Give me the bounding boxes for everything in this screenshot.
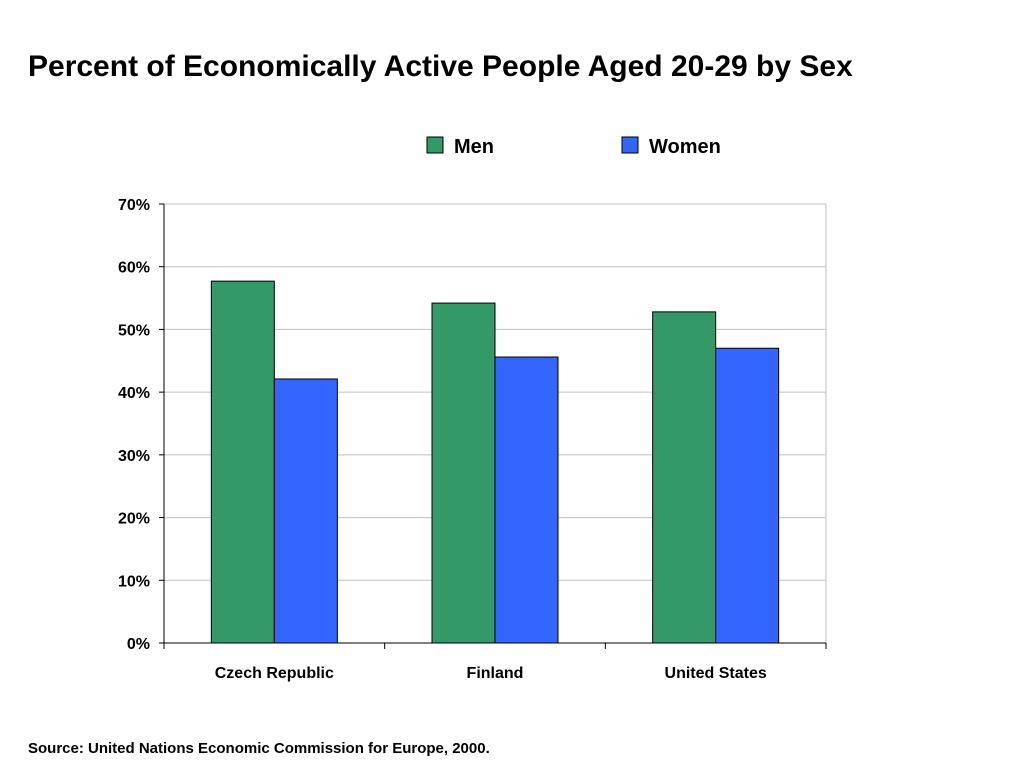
- bar-men-united-states: [652, 311, 717, 644]
- y-tick-label: 70%: [118, 197, 150, 214]
- legend-swatch-women: [621, 136, 639, 154]
- y-tick-label: 20%: [118, 511, 150, 528]
- y-tick-label: 10%: [118, 573, 150, 590]
- y-tick-label: 0%: [127, 636, 150, 653]
- y-tick-label: 40%: [118, 385, 150, 402]
- x-tick-label: Czech Republic: [215, 665, 334, 682]
- bar-men-czech-republic: [210, 280, 275, 644]
- legend-label-women: Women: [649, 136, 721, 158]
- source-note: Source: United Nations Economic Commissi…: [28, 740, 490, 757]
- legend-swatch-men: [426, 136, 444, 154]
- y-tick-label: 50%: [118, 322, 150, 339]
- bar-women-united-states: [715, 347, 780, 644]
- bar-women-czech-republic: [273, 378, 338, 644]
- x-tick-label: Finland: [467, 665, 524, 682]
- bar-women-finland: [494, 356, 559, 644]
- y-tick-label: 60%: [118, 260, 150, 277]
- x-tick-label: United States: [665, 665, 767, 682]
- bar-men-finland: [431, 302, 496, 644]
- legend-label-men: Men: [454, 136, 494, 158]
- y-tick-label: 30%: [118, 448, 150, 465]
- chart-title: Percent of Economically Active People Ag…: [28, 50, 853, 83]
